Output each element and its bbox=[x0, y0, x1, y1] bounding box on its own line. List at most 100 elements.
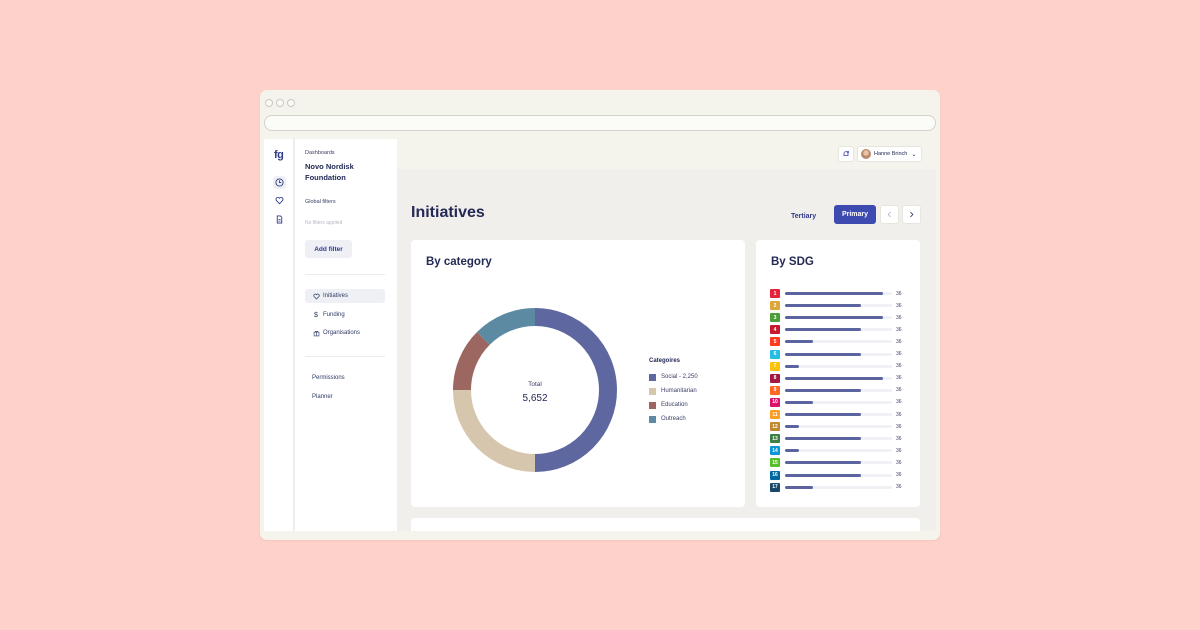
user-menu-button[interactable]: Hanne Brinch ⌄ bbox=[857, 146, 922, 162]
sdg-number-badge: 13 bbox=[770, 434, 780, 444]
sdg-value-label: 36 bbox=[896, 411, 902, 418]
sdg-bar-track bbox=[785, 449, 892, 453]
legend-item[interactable]: Humanitarian bbox=[649, 384, 698, 398]
legend-item[interactable]: Education bbox=[649, 398, 698, 412]
add-filter-button[interactable]: Add filter bbox=[305, 240, 352, 258]
sdg-row[interactable]: 2 36 bbox=[770, 301, 902, 311]
category-card-title: By category bbox=[426, 256, 492, 268]
global-filters-label: Global filters bbox=[305, 199, 336, 205]
sdg-value-label: 36 bbox=[896, 290, 902, 297]
sdg-value-label: 36 bbox=[896, 387, 902, 394]
address-bar[interactable] bbox=[264, 115, 936, 131]
legend-swatch bbox=[649, 373, 656, 381]
legend-item[interactable]: Outreach bbox=[649, 412, 698, 426]
sdg-row[interactable]: 4 36 bbox=[770, 325, 902, 335]
sdg-row[interactable]: 10 36 bbox=[770, 397, 902, 407]
sdg-row[interactable]: 12 36 bbox=[770, 422, 902, 432]
sdg-row[interactable]: 17 36 bbox=[770, 482, 902, 492]
sidebar-item-label: Permissions bbox=[312, 375, 345, 381]
sdg-value-label: 36 bbox=[896, 399, 902, 406]
sidebar-item-initiatives[interactable]: Initiatives bbox=[305, 289, 385, 303]
sdg-value-label: 36 bbox=[896, 484, 902, 491]
sdg-row[interactable]: 13 36 bbox=[770, 434, 902, 444]
sdg-value-label: 36 bbox=[896, 338, 902, 345]
sidebar-item-label: Organisations bbox=[323, 330, 361, 336]
sdg-number-badge: 11 bbox=[770, 410, 780, 419]
primary-button[interactable]: Primary bbox=[834, 205, 876, 224]
sdg-row[interactable]: 16 36 bbox=[770, 470, 902, 480]
sdg-row[interactable]: 3 36 bbox=[770, 313, 902, 323]
sdg-bar-track bbox=[785, 304, 892, 308]
sdg-bar bbox=[785, 388, 861, 392]
sdg-bar bbox=[785, 352, 861, 356]
app-logo[interactable]: fg bbox=[274, 149, 284, 161]
sdg-value-label: 36 bbox=[896, 435, 902, 442]
sdg-number-badge: 5 bbox=[770, 337, 780, 347]
sdg-number-badge: 8 bbox=[770, 373, 780, 383]
sdg-bar bbox=[785, 425, 799, 429]
chevron-right-icon bbox=[910, 211, 914, 218]
sdg-value-label: 36 bbox=[896, 459, 902, 466]
sdg-row[interactable]: 7 36 bbox=[770, 361, 902, 371]
no-filters-text: No filters applied bbox=[305, 220, 343, 226]
sdg-number-badge: 12 bbox=[770, 422, 780, 432]
avatar bbox=[861, 149, 871, 159]
breadcrumb[interactable]: Dashboards bbox=[305, 150, 335, 156]
window-maximize-dot[interactable] bbox=[287, 99, 295, 107]
sdg-bar-track bbox=[785, 425, 892, 429]
window-minimize-dot[interactable] bbox=[276, 99, 284, 107]
sdg-bar-track bbox=[785, 461, 892, 465]
sdg-number-badge: 6 bbox=[770, 349, 780, 359]
window-controls bbox=[265, 99, 295, 107]
sdg-row[interactable]: 8 36 bbox=[770, 373, 902, 383]
legend-title: Categoires bbox=[649, 358, 681, 364]
legend-label: Social - 2,250 bbox=[661, 374, 698, 380]
legend-label: Outreach bbox=[661, 416, 686, 422]
donut-slice-1[interactable] bbox=[453, 389, 536, 472]
sdg-row[interactable]: 9 36 bbox=[770, 385, 902, 395]
sidebar-item-permissions[interactable]: Permissions bbox=[305, 371, 385, 385]
organisation-name: Novo Nordisk Foundation bbox=[305, 162, 354, 182]
app-viewport: fg Dashboards Novo Nordisk Foundation Gl… bbox=[264, 139, 936, 531]
donut-slice-2[interactable] bbox=[453, 332, 490, 391]
next-page-button[interactable] bbox=[902, 205, 921, 224]
legend-item[interactable]: Social - 2,250 bbox=[649, 370, 698, 384]
sdg-row[interactable]: 14 36 bbox=[770, 446, 902, 456]
sdg-card: By SDG 1 36 2 36 3 36 4 36 5 36 6 36 7 36 8 36 9 36 10 36 11… bbox=[756, 240, 920, 507]
sdg-number-badge: 15 bbox=[770, 458, 780, 468]
category-card: By category Total 5,652 Categoires Socia… bbox=[411, 240, 745, 507]
sdg-bar-track bbox=[785, 376, 892, 380]
notifications-button[interactable] bbox=[838, 146, 854, 162]
sdg-value-label: 36 bbox=[896, 423, 902, 430]
sdg-bar-track bbox=[785, 388, 892, 392]
heart-icon[interactable] bbox=[273, 194, 286, 207]
sdg-row[interactable]: 11 36 bbox=[770, 410, 902, 419]
sdg-row[interactable]: 1 36 bbox=[770, 289, 902, 298]
category-legend: Categoires Social - 2,250 Humanitarian Edu… bbox=[649, 358, 698, 426]
donut-slice-0[interactable] bbox=[534, 308, 617, 472]
sdg-bar bbox=[785, 473, 861, 477]
sdg-row[interactable]: 5 36 bbox=[770, 337, 902, 347]
sidebar-item-organisations[interactable]: Organisations bbox=[305, 326, 385, 340]
top-bar: Hanne Brinch ⌄ bbox=[397, 139, 936, 169]
sdg-value-label: 36 bbox=[896, 302, 902, 309]
sidebar-item-planner[interactable]: Planner bbox=[305, 390, 385, 404]
sidebar: Dashboards Novo Nordisk Foundation Globa… bbox=[295, 139, 397, 531]
sdg-bar-track bbox=[785, 485, 892, 489]
clock-icon[interactable] bbox=[273, 176, 286, 189]
bottom-card bbox=[411, 518, 920, 531]
sidebar-item-funding[interactable]: $ Funding bbox=[305, 308, 385, 322]
sdg-row[interactable]: 15 36 bbox=[770, 458, 902, 468]
donut-slice-3[interactable] bbox=[477, 308, 536, 345]
donut-total-value: 5,652 bbox=[522, 393, 547, 404]
document-icon[interactable] bbox=[273, 213, 286, 226]
sdg-bar-track bbox=[785, 340, 892, 344]
category-donut-chart: Total 5,652 bbox=[453, 308, 617, 472]
tertiary-button[interactable]: Tertiary bbox=[791, 208, 816, 224]
window-close-dot[interactable] bbox=[265, 99, 273, 107]
sdg-bar-track bbox=[785, 473, 892, 477]
sdg-row[interactable]: 6 36 bbox=[770, 349, 902, 359]
sdg-value-label: 36 bbox=[896, 375, 902, 382]
previous-page-button[interactable] bbox=[880, 205, 899, 224]
sdg-value-label: 36 bbox=[896, 447, 902, 454]
